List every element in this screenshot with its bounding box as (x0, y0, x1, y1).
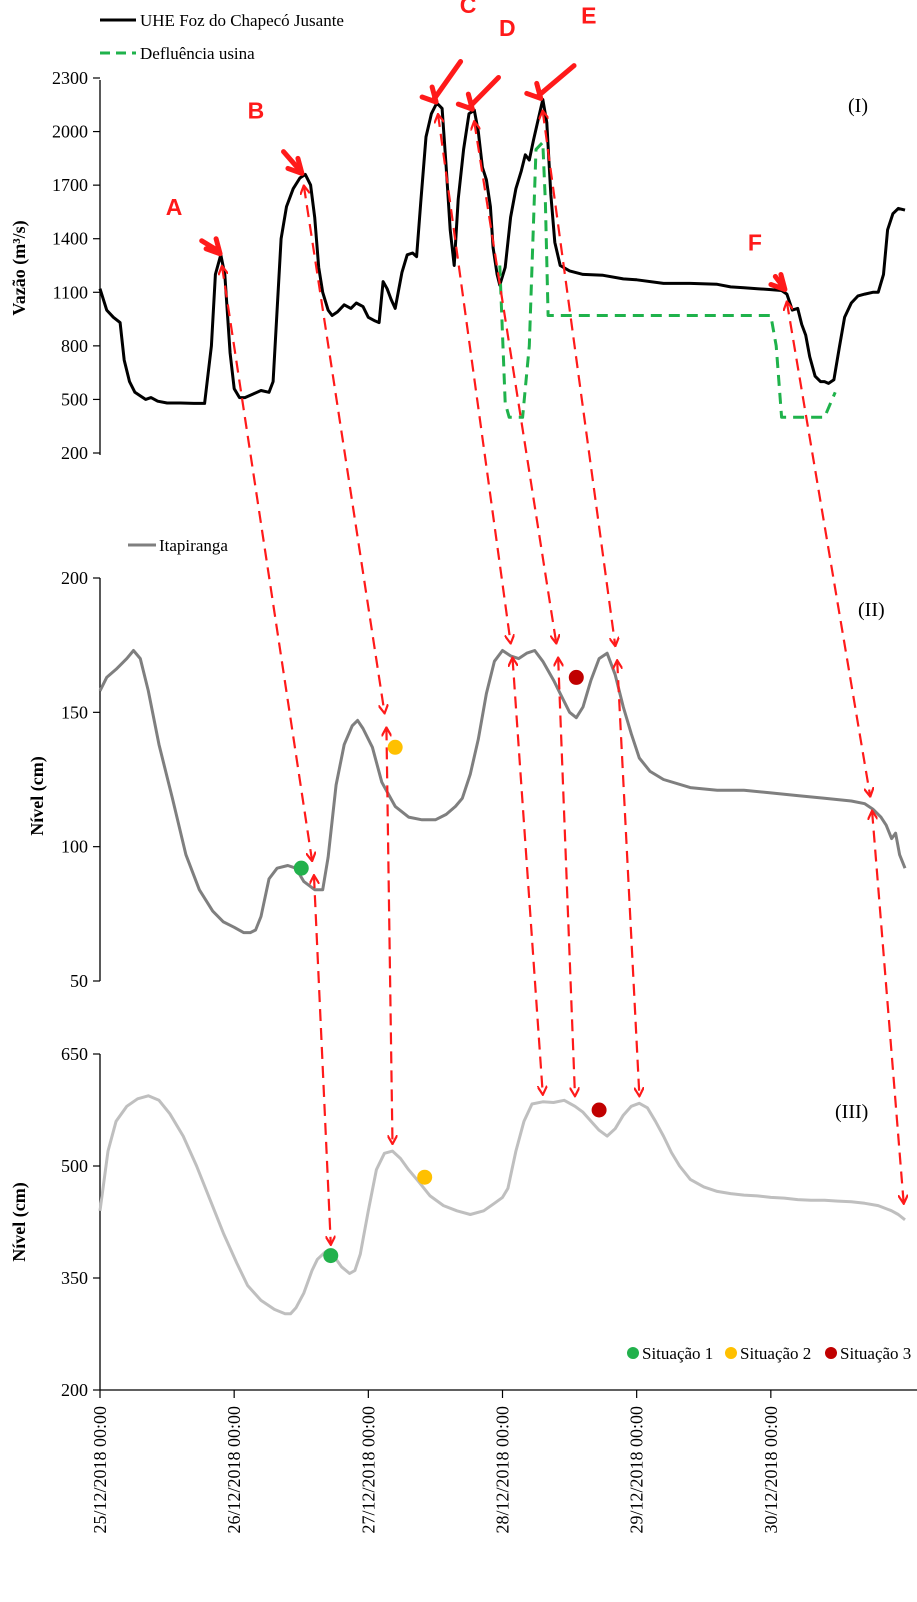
panel-lower-y-label: Nível (cm) (9, 1182, 30, 1261)
peak-label-C: C (460, 0, 477, 18)
series-line-II-0 (98, 649, 907, 935)
peak-label-B: B (248, 97, 265, 123)
peak-D-arrow-head (455, 91, 475, 112)
panel-itapiranga-y-label: Nível (cm) (27, 756, 48, 835)
peak-E-arrow-shaft (536, 63, 577, 98)
y-tick-label: 1100 (53, 282, 88, 302)
link-F-upper (787, 303, 870, 796)
panel-flow-roman-label: (I) (848, 95, 868, 117)
panel-lower-y-ticks: 200 350 500 650 (61, 1044, 100, 1400)
x-tick-label: 28/12/2018 00:00 (493, 1406, 513, 1534)
marker-III-situacao-3 (591, 1102, 607, 1118)
propagation-arrows (222, 111, 904, 1243)
legend-uhe-label: UHE Foz do Chapecó Jusante (140, 11, 344, 30)
y-tick-label: 150 (61, 702, 88, 722)
y-tick-label: 200 (61, 1380, 88, 1400)
x-tick-label: 30/12/2018 00:00 (761, 1406, 781, 1534)
link-C-upper (438, 115, 510, 643)
legend-situacao-3-label: Situação 3 (840, 1344, 911, 1363)
peak-E-arrow-head (524, 80, 544, 101)
peak-label-A: A (166, 194, 183, 220)
legend-situacao-1-dot (627, 1347, 639, 1359)
y-tick-label: 500 (61, 389, 88, 409)
legend-situacao-3-dot (825, 1347, 837, 1359)
peak-F-arrow-head (768, 272, 788, 292)
link-E-lower (617, 661, 639, 1095)
marker-III-situacao-2 (417, 1169, 433, 1185)
y-tick-label: 50 (70, 971, 88, 991)
legend-situacao-2-label: Situação 2 (740, 1344, 811, 1363)
peak-D-arrow-shaft (467, 74, 501, 109)
panel-lower-series (98, 1094, 906, 1316)
legend-situacao-1-label: Situação 1 (642, 1344, 713, 1363)
y-tick-label: 500 (61, 1156, 88, 1176)
panel-itapiranga: 50 100 150 200 Nível (cm) (II) Itapiranga (27, 536, 907, 991)
panel-flow: 200 500 800 1100 1400 1700 2000 2300 Vazão (m³/… (9, 0, 906, 463)
panel-lower-station: 200 350 500 650 Nível (cm) (III) 25/12/2018… (9, 1044, 917, 1534)
peak-C-arrow-shaft (431, 59, 464, 102)
link-D-lower (558, 659, 575, 1096)
x-tick-label: 27/12/2018 00:00 (358, 1406, 378, 1534)
legend-defluencia-label: Defluência usina (140, 44, 255, 63)
x-tick-label: 29/12/2018 00:00 (627, 1406, 647, 1534)
panel-itapiranga-series (98, 649, 907, 935)
link-A-lower (314, 876, 331, 1244)
y-tick-label: 2000 (52, 122, 88, 142)
y-tick-label: 100 (61, 837, 88, 857)
panel-flow-y-label: Vazão (m³/s) (9, 220, 30, 315)
panel-itapiranga-roman-label: (II) (858, 599, 885, 621)
peak-C-arrow-head (419, 84, 439, 105)
link-C-lower (513, 659, 543, 1094)
marker-II-situacao-2 (387, 739, 403, 755)
y-tick-label: 350 (61, 1268, 88, 1288)
panel-flow-y-ticks: 200 500 800 1100 1400 1700 2000 2300 (52, 68, 100, 463)
legend-itapiranga-label: Itapiranga (159, 536, 228, 555)
panel-flow-series (98, 97, 906, 419)
marker-II-situacao-3 (568, 669, 584, 685)
y-tick-label: 200 (61, 443, 88, 463)
link-A-upper (222, 267, 312, 860)
marker-III-situacao-1 (323, 1248, 339, 1264)
peak-A-arrow-shaft (199, 238, 221, 254)
link-F-lower (872, 812, 904, 1203)
x-tick-label: 26/12/2018 00:00 (224, 1406, 244, 1534)
legend-situations: Situação 1 Situação 2 Situação 3 (627, 1344, 911, 1363)
peak-label-D: D (499, 15, 516, 41)
legend-situacao-2-dot (725, 1347, 737, 1359)
marker-II-situacao-1 (293, 860, 309, 876)
panel-lower-roman-label: (III) (835, 1101, 868, 1123)
y-tick-label: 2300 (52, 68, 88, 88)
link-B-upper (304, 186, 385, 712)
y-tick-label: 1700 (52, 175, 88, 195)
x-axis-ticks: 25/12/2018 00:00 26/12/2018 00:00 27/12/20… (90, 1390, 781, 1534)
y-tick-label: 800 (61, 336, 88, 356)
link-E-upper (543, 111, 615, 645)
peak-label-F: F (748, 230, 762, 256)
series-line-III-0 (98, 1094, 906, 1316)
peak-B-arrow-shaft (281, 149, 303, 173)
panel-flow-peak-labels: A B C D E F (166, 0, 788, 292)
y-tick-label: 650 (61, 1044, 88, 1064)
link-B-lower (386, 728, 392, 1143)
peak-B-arrow-head (285, 155, 305, 176)
panel-itapiranga-y-ticks: 50 100 150 200 (61, 568, 100, 991)
y-tick-label: 1400 (52, 229, 88, 249)
x-tick-label: 25/12/2018 00:00 (90, 1406, 110, 1534)
situation-markers (293, 669, 607, 1264)
y-tick-label: 200 (61, 568, 88, 588)
legend-top: UHE Foz do Chapecó Jusante Defluência us… (100, 11, 344, 63)
peak-label-E: E (581, 2, 596, 28)
peak-A-arrow-head (203, 236, 223, 257)
